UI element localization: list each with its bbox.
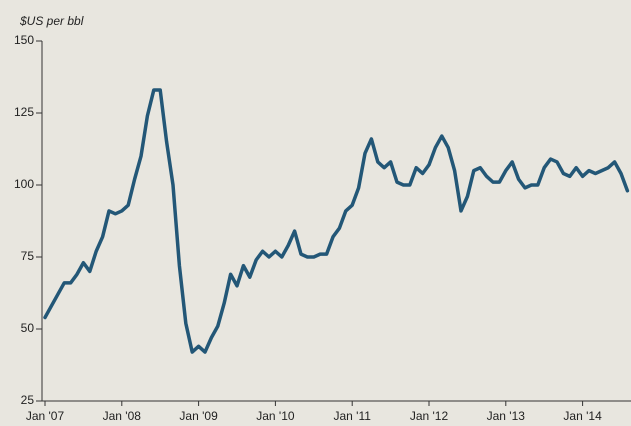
y-tick-label: 25	[21, 393, 35, 407]
y-tick-label: 150	[14, 33, 34, 47]
x-tick-label: Jan '07	[26, 409, 65, 423]
price-line	[43, 88, 630, 354]
y-axis-label: $US per bbl	[19, 14, 84, 28]
y-tick-label: 125	[14, 105, 34, 119]
x-tick-label: Jan '12	[410, 409, 449, 423]
x-tick-label: Jan '10	[256, 409, 295, 423]
y-tick-label: 100	[14, 177, 34, 191]
y-tick-label: 75	[21, 249, 35, 263]
x-tick-label: Jan '09	[179, 409, 218, 423]
x-tick-label: Jan '08	[103, 409, 142, 423]
x-tick-label: Jan '11	[333, 409, 371, 423]
x-tick-label: Jan '14	[563, 409, 602, 423]
y-tick-label: 50	[21, 321, 35, 335]
x-tick-label: Jan '13	[487, 409, 526, 423]
